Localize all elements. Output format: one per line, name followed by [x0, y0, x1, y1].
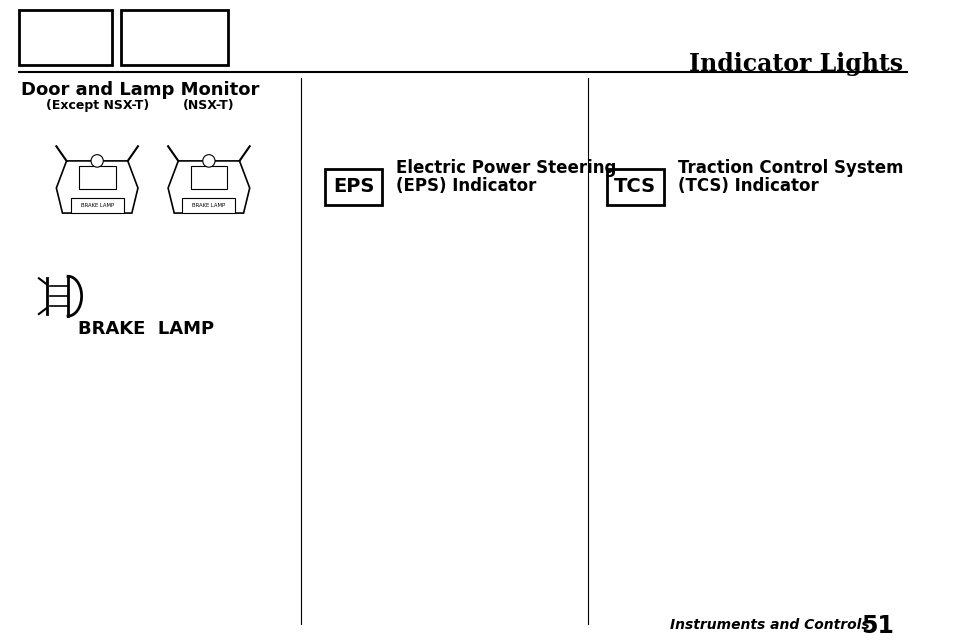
Bar: [79, 166, 115, 189]
Circle shape: [91, 155, 103, 167]
Text: Indicator Lights: Indicator Lights: [689, 52, 902, 76]
Bar: [191, 166, 227, 189]
Text: (NSX-T): (NSX-T): [183, 99, 234, 113]
Bar: [121, 10, 228, 64]
Text: (Except NSX-T): (Except NSX-T): [46, 99, 149, 113]
Text: BRAKE LAMP: BRAKE LAMP: [80, 204, 113, 208]
Polygon shape: [168, 161, 250, 213]
Bar: [71, 198, 124, 213]
Text: Instruments and Controls: Instruments and Controls: [670, 618, 869, 632]
Text: EPS: EPS: [333, 177, 374, 196]
Text: BRAKE  LAMP: BRAKE LAMP: [77, 320, 213, 338]
Text: 51: 51: [861, 614, 893, 638]
Text: (EPS) Indicator: (EPS) Indicator: [396, 177, 537, 195]
Polygon shape: [56, 161, 138, 213]
Text: TCS: TCS: [614, 177, 656, 196]
Bar: [182, 198, 235, 213]
Text: Traction Control System: Traction Control System: [678, 159, 902, 177]
Text: Electric Power Steering: Electric Power Steering: [396, 159, 617, 177]
Text: Door and Lamp Monitor: Door and Lamp Monitor: [21, 82, 259, 99]
Bar: [607, 169, 663, 205]
Text: BRAKE LAMP: BRAKE LAMP: [193, 204, 225, 208]
Circle shape: [203, 155, 214, 167]
Bar: [19, 10, 112, 64]
Bar: [325, 169, 381, 205]
Text: (TCS) Indicator: (TCS) Indicator: [678, 177, 818, 195]
